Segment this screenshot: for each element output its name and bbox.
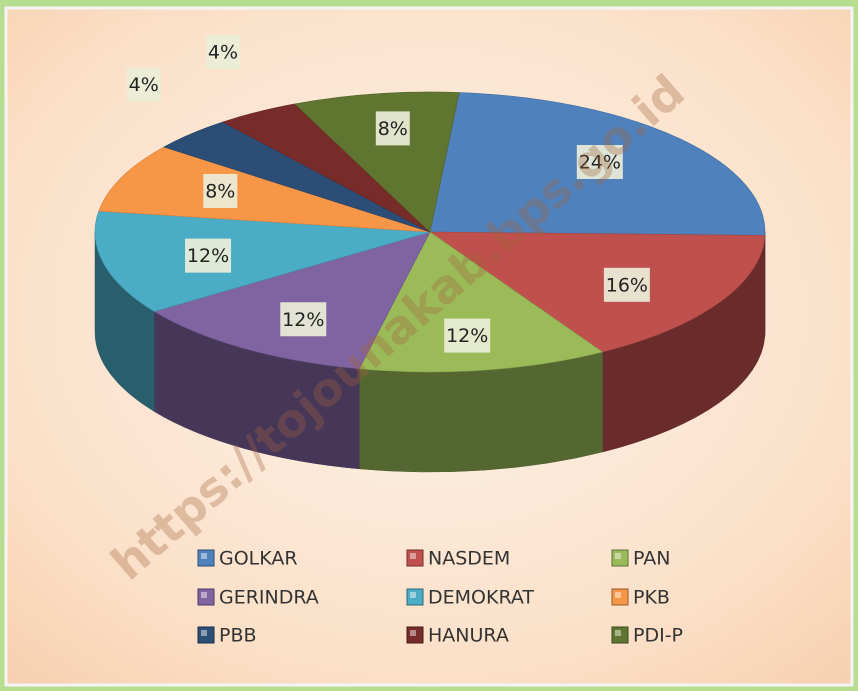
slice — [94, 210, 431, 312]
legend-swatch-shine — [201, 630, 207, 636]
legend-swatch — [406, 549, 424, 567]
pie: 24% 16% 12% 12% 12% 8% 4% 4% 8% — [94, 34, 766, 473]
legend-swatch-shine — [410, 630, 416, 636]
data-label-box — [185, 238, 232, 273]
data-label: 12% — [187, 245, 229, 267]
legend-swatch-shine — [615, 630, 621, 636]
legend-swatch-shine — [410, 592, 416, 598]
legend-label: GERINDRA — [219, 587, 319, 609]
legend-label: PAN — [633, 548, 670, 570]
data-label-box — [203, 173, 238, 208]
slice — [429, 231, 766, 353]
legend-swatch-shine — [615, 553, 621, 559]
slice — [153, 231, 431, 370]
slice — [98, 146, 431, 233]
data-label-box — [444, 318, 491, 353]
legend-swatch — [406, 626, 424, 644]
legend-swatch — [197, 549, 215, 567]
legend-label: GOLKAR — [219, 548, 298, 570]
legend-label: PDI-P — [633, 625, 683, 647]
data-label: 8% — [378, 118, 408, 140]
data-label-box — [603, 267, 650, 302]
data-label-box — [205, 34, 240, 69]
data-label: 4% — [129, 74, 159, 96]
data-label-box — [126, 67, 161, 102]
legend-label: HANURA — [428, 625, 509, 647]
legend-label: PKB — [633, 587, 670, 609]
slice — [358, 231, 604, 373]
legend-swatch-shine — [201, 592, 207, 598]
data-label: 4% — [208, 41, 238, 63]
legend-label: DEMOKRAT — [428, 587, 534, 609]
legend-swatch — [611, 549, 629, 567]
data-label: 16% — [606, 274, 648, 296]
data-label-box — [375, 111, 410, 146]
data-label: 12% — [446, 325, 488, 347]
legend-swatch — [197, 626, 215, 644]
legend-swatch — [406, 588, 424, 606]
legend-swatch-shine — [201, 553, 207, 559]
legend-swatch — [611, 626, 629, 644]
data-label-box — [280, 302, 327, 337]
legend: GOLKAR NASDEM PAN GERINDRA DEMOKRAT PKB PBB HAN… — [197, 548, 683, 647]
legend-swatch — [197, 588, 215, 606]
data-label: 24% — [579, 152, 621, 174]
data-label-box — [576, 145, 623, 180]
data-label: 8% — [205, 180, 235, 202]
legend-label: PBB — [219, 625, 257, 647]
legend-swatch-shine — [410, 553, 416, 559]
slice — [294, 91, 460, 233]
legend-label: NASDEM — [428, 548, 510, 570]
data-label: 12% — [282, 309, 324, 331]
legend-swatch-shine — [615, 592, 621, 598]
legend-swatch — [611, 588, 629, 606]
